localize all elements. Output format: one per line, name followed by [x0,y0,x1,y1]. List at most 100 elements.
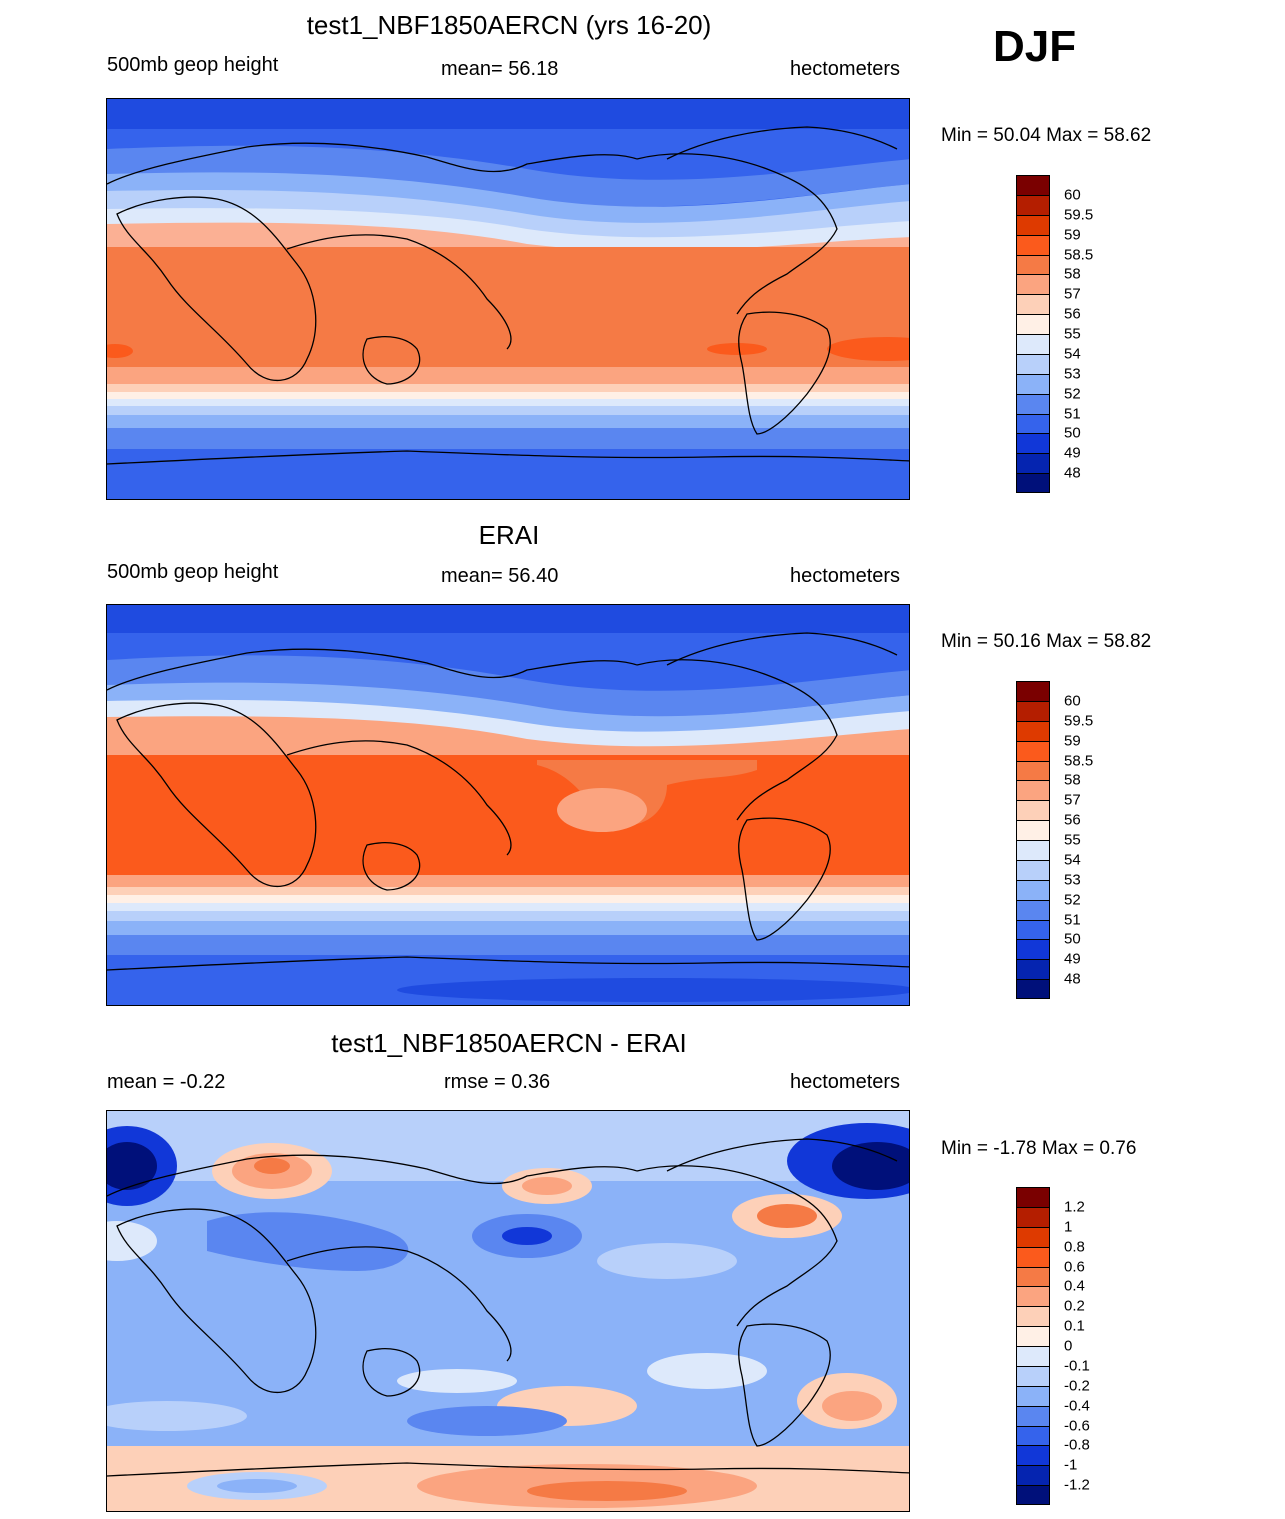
panel-1-left-label: 500mb geop height [107,54,279,76]
colorbar-2-swatch [1017,682,1049,702]
colorbar-3-label: 1.2 [1064,1198,1085,1216]
colorbar-2-label: 59.5 [1064,712,1094,730]
colorbar-2-swatch [1017,940,1049,961]
season-label: DJF [993,22,1077,71]
colorbar-2-label: 57 [1064,791,1081,809]
colorbar-3-swatch [1017,1486,1049,1504]
panel-1-contour-fill [107,99,909,499]
colorbar-2-label: 55 [1064,831,1081,849]
panel-2-map [106,604,910,1006]
colorbar-1-label: 48 [1064,464,1081,482]
colorbar-1-label: 60 [1064,186,1081,204]
colorbar-1-swatch [1017,235,1049,256]
colorbar-2-swatch [1017,761,1049,782]
colorbar-1-swatch [1017,454,1049,475]
panel-3-map [106,1110,910,1512]
colorbar-3-label: 0.6 [1064,1258,1085,1275]
colorbar-2-label: 50 [1064,930,1081,948]
colorbar-1-swatch [1017,394,1049,415]
colorbar-2-label: 58.5 [1064,752,1094,769]
colorbar-1-label: 57 [1064,285,1081,303]
colorbar-1-swatch [1017,195,1049,216]
panel-3-rmse-label: rmse = 0.36 [444,1071,551,1093]
panel-3-coastlines [107,1138,909,1477]
panel-1-coastlines [107,126,909,465]
colorbar-2-label: 51 [1064,911,1081,928]
colorbar-1-swatch [1017,335,1049,355]
colorbar-1-swatch [1017,275,1049,296]
colorbar-3-swatch [1017,1327,1049,1347]
colorbar-3-label: -0.2 [1064,1377,1090,1395]
colorbar-2-swatch [1017,781,1049,802]
panel-1-map [106,98,910,500]
panel-2-mean-label: mean= 56.40 [441,565,559,587]
colorbar-3-swatch [1017,1287,1049,1308]
panel-1-mean-label: mean= 56.18 [441,58,559,80]
colorbar-3-swatch [1017,1426,1049,1447]
panel-3-units-label: hectometers [790,1071,901,1093]
colorbar-3-swatch [1017,1466,1049,1487]
panel-1-minmax: Min = 50.04 Max = 58.62 [941,125,1152,146]
colorbar-3-label: 0.8 [1064,1238,1085,1256]
colorbar-2-swatches [1016,681,1050,999]
colorbar-2-swatch [1017,980,1049,998]
colorbar-2-swatch [1017,880,1049,901]
colorbar-2-label: 49 [1064,950,1081,968]
colorbar-2-swatch [1017,821,1049,841]
colorbar-1-swatch [1017,474,1049,492]
colorbar-3-swatch [1017,1406,1049,1427]
panel-3-title: test1_NBF1850AERCN - ERAI [331,1028,687,1058]
colorbar-3-label: 0.4 [1064,1277,1085,1295]
colorbar-3-swatches [1016,1187,1050,1505]
colorbar-1-label: 58.5 [1064,246,1094,263]
panel-2-contour-fill [107,605,909,1005]
colorbar-2-label: 48 [1064,970,1081,988]
colorbar-2-swatch [1017,701,1049,722]
colorbar-2-swatch [1017,920,1049,941]
colorbar-1: 60 59.5 59 58.5 58 57 56 55 54 53 52 51 50 49 48 [1016,175,1093,493]
colorbar-2-label: 59 [1064,732,1081,750]
panel-3-mean-label: mean = -0.22 [107,1071,226,1093]
panel-1-units-label: hectometers [790,58,901,80]
colorbar-3-label: 0.2 [1064,1297,1085,1315]
colorbar-1-swatch [1017,434,1049,455]
colorbar-1-swatch [1017,414,1049,435]
colorbar-3-swatch [1017,1188,1049,1208]
colorbar-2-swatch [1017,960,1049,981]
colorbar-3-label: -0.6 [1064,1417,1090,1434]
colorbar-2-swatch [1017,741,1049,762]
colorbar-1-swatch [1017,215,1049,236]
colorbar-3: 1.2 1 0.8 0.6 0.4 0.2 0.1 0 -0.1 -0.2 -0.4 -0.6 -0.8… [1016,1187,1090,1505]
colorbar-2-swatch [1017,900,1049,921]
colorbar-1-label: 55 [1064,325,1081,343]
colorbar-1-swatch [1017,315,1049,335]
colorbar-2-swatch [1017,801,1049,822]
colorbar-3-swatch [1017,1207,1049,1228]
colorbar-1-label: 54 [1064,345,1081,363]
colorbar-3-label: 0 [1064,1337,1073,1355]
colorbar-3-swatch [1017,1307,1049,1328]
colorbar-2: 60 59.5 59 58.5 58 57 56 55 54 53 52 51 50 49 48 [1016,681,1093,999]
panel-2-coastlines [107,632,909,971]
colorbar-1-label: 53 [1064,365,1081,383]
colorbar-3-label: -1 [1064,1456,1078,1474]
colorbar-1-swatch [1017,374,1049,395]
colorbar-2-label: 52 [1064,891,1081,909]
colorbar-1-label: 58 [1064,265,1081,283]
colorbar-1-label: 49 [1064,444,1081,462]
colorbar-2-label: 54 [1064,851,1081,869]
colorbar-3-swatch [1017,1247,1049,1268]
colorbar-3-swatch [1017,1227,1049,1248]
colorbar-1-swatch [1017,176,1049,196]
colorbar-1-label: 59 [1064,226,1081,244]
colorbar-3-swatch [1017,1347,1049,1367]
colorbar-1-swatches [1016,175,1050,493]
colorbar-2-swatch [1017,860,1049,881]
colorbar-2-label: 58 [1064,771,1081,789]
colorbar-1-swatch [1017,255,1049,276]
panel-2-left-label: 500mb geop height [107,561,279,583]
colorbar-2-label: 53 [1064,871,1081,889]
colorbar-2-label: 60 [1064,692,1081,710]
colorbar-1-label: 51 [1064,405,1081,422]
colorbar-3-label: 1 [1064,1218,1073,1236]
